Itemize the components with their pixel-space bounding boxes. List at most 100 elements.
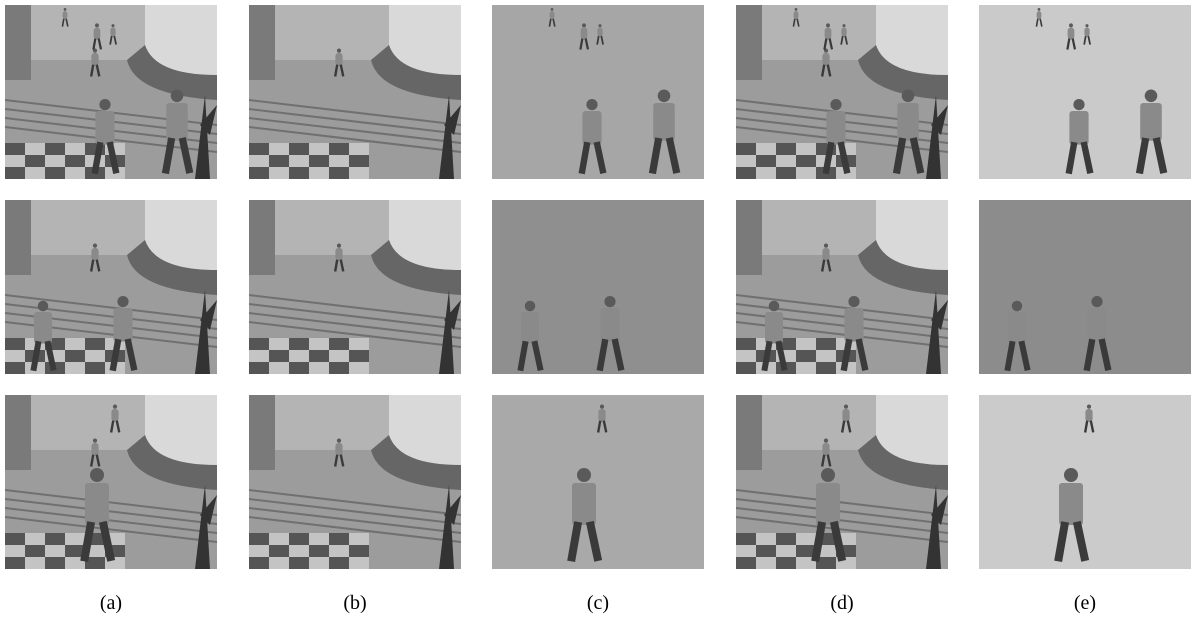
rect [91, 443, 99, 456]
rect [829, 520, 847, 562]
rect [611, 338, 625, 371]
image-panel [736, 200, 948, 374]
pillar [5, 5, 31, 80]
counter [127, 435, 217, 490]
plant [926, 95, 948, 179]
rect [333, 454, 339, 467]
rect [62, 11, 68, 20]
rect [548, 18, 552, 27]
rect [1039, 18, 1043, 27]
rect [1140, 103, 1162, 141]
tile [349, 362, 369, 374]
tile [249, 167, 269, 179]
person [892, 89, 925, 175]
tile [249, 350, 269, 362]
tile [736, 350, 756, 362]
tile [269, 167, 289, 179]
tile [65, 143, 85, 155]
plant [195, 290, 217, 374]
person [333, 48, 345, 77]
tile [269, 143, 289, 155]
rect [89, 259, 95, 272]
person [1004, 300, 1031, 372]
rect [1083, 420, 1089, 433]
person [792, 8, 800, 27]
panel-label: (b) [343, 592, 367, 614]
rect [517, 340, 529, 372]
counter [858, 435, 948, 490]
tile [45, 143, 65, 155]
plant [926, 290, 948, 374]
rect [578, 141, 591, 175]
tile [776, 155, 796, 167]
rect [339, 64, 345, 77]
panel-label: (c) [586, 592, 610, 614]
tile [349, 155, 369, 167]
rect [665, 137, 681, 174]
rect [593, 141, 607, 174]
person [1135, 89, 1168, 175]
rect [95, 259, 101, 272]
rect [1135, 137, 1150, 175]
rect [110, 27, 116, 37]
tile [85, 338, 105, 350]
tile [756, 155, 776, 167]
tile [329, 545, 349, 557]
tile [816, 557, 836, 569]
image-panel [492, 200, 704, 374]
person [761, 300, 788, 372]
tile [816, 338, 836, 350]
rect [115, 420, 121, 433]
tile [249, 338, 269, 350]
person [109, 24, 117, 45]
circle [111, 24, 115, 28]
rect [1071, 38, 1077, 50]
rect [89, 64, 95, 77]
circle [821, 468, 835, 482]
floor-stripe [249, 489, 461, 516]
rect [1069, 111, 1089, 145]
tile [65, 533, 85, 545]
rect [840, 35, 844, 45]
tile [289, 155, 309, 167]
rect [549, 11, 555, 20]
tile [329, 338, 349, 350]
tile [796, 143, 816, 155]
rect [335, 53, 343, 66]
tile [816, 350, 836, 362]
circle [95, 23, 99, 28]
rect [567, 521, 583, 563]
tile [65, 155, 85, 167]
person [109, 404, 121, 433]
rect [339, 454, 345, 467]
rect [855, 338, 869, 371]
person [517, 300, 544, 372]
tile [85, 350, 105, 362]
pillar [5, 395, 31, 470]
rect [1089, 420, 1095, 433]
tile [25, 167, 45, 179]
rect [1066, 38, 1071, 50]
floor-stripe [736, 516, 948, 543]
rect [1008, 312, 1026, 344]
floor-stripe [736, 489, 948, 516]
floor-stripe [249, 321, 461, 348]
circle [336, 243, 342, 248]
person [1083, 404, 1095, 433]
circle [901, 89, 915, 103]
tile [25, 155, 45, 167]
rect [109, 35, 113, 45]
floor-stripe [249, 312, 461, 339]
plant [926, 485, 948, 569]
tile [5, 545, 25, 557]
tile [309, 533, 329, 545]
floor-stripe [249, 294, 461, 321]
tile [329, 362, 349, 374]
rect [820, 259, 826, 272]
rect [91, 248, 99, 261]
image-panel [736, 395, 948, 569]
rect [892, 137, 907, 175]
rect [826, 111, 846, 145]
person [579, 23, 590, 50]
person [578, 99, 607, 175]
